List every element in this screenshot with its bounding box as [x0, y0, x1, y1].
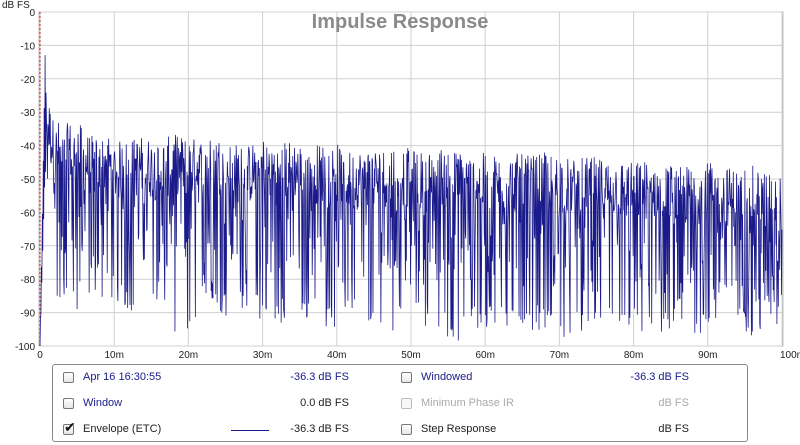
x-tick-label: 90m: [698, 350, 717, 361]
legend-line-swatch: [231, 430, 269, 431]
checkbox-apr16[interactable]: [63, 372, 74, 383]
y-tick-label: -40: [21, 142, 36, 153]
impulse-response-chart[interactable]: 0 10m 20m 30m 40m 50m 60m 70m 80m 90m 100m s 0 -10 -…: [0, 0, 800, 362]
x-tick-label: 40m: [327, 350, 346, 361]
legend-row: Apr 16 16:30:55 -36.3 dB FS Windowed -36…: [53, 368, 747, 390]
legend-value: -36.3 dB FS: [290, 371, 349, 383]
x-tick-label: 80m: [624, 350, 643, 361]
grid-lines: [39, 11, 783, 347]
legend-label: Minimum Phase IR: [421, 397, 514, 409]
y-tick-label: -100: [15, 342, 35, 353]
x-tick-label: 20m: [179, 350, 198, 361]
legend-panel: Apr 16 16:30:55 -36.3 dB FS Windowed -36…: [52, 364, 748, 442]
legend-label: Apr 16 16:30:55: [83, 371, 162, 383]
check-icon: ✔: [64, 419, 76, 435]
checkbox-minimum-phase-ir[interactable]: [401, 398, 412, 409]
chart-title: Impulse Response: [312, 11, 489, 33]
y-tick-label: -20: [21, 75, 36, 86]
envelope-etc-trace: [39, 55, 783, 347]
legend-label: Windowed: [421, 371, 473, 383]
legend-label: Envelope (ETC): [83, 423, 162, 435]
y-axis-label: dB FS: [2, 0, 30, 11]
y-tick-label: -10: [21, 41, 36, 52]
legend-row: Window 0.0 dB FS Minimum Phase IR dB FS: [53, 394, 747, 416]
legend-value: dB FS: [658, 397, 689, 409]
legend-value: -36.3 dB FS: [290, 423, 349, 435]
x-tick-label: 100m s: [780, 350, 800, 361]
y-tick-label: -50: [21, 175, 36, 186]
y-tick-label: -90: [21, 309, 36, 320]
legend-label: Step Response: [421, 423, 497, 435]
legend-value: dB FS: [658, 423, 689, 435]
legend-value: 0.0 dB FS: [300, 397, 349, 409]
x-tick-label: 30m: [253, 350, 272, 361]
legend-label: Window: [83, 397, 123, 409]
x-tick-label: 10m: [104, 350, 123, 361]
x-tick-label: 60m: [475, 350, 494, 361]
y-axis-ticks: 0 -10 -20 -30 -40 -50 -60 -70 -80 -90 -100: [15, 8, 35, 353]
y-tick-label: -80: [21, 275, 36, 286]
y-tick-label: -60: [21, 208, 36, 219]
checkbox-step-response[interactable]: [401, 424, 412, 435]
y-tick-label: -30: [21, 108, 36, 119]
legend-row: ✔ Envelope (ETC) -36.3 dB FS Step Respon…: [53, 420, 747, 442]
checkbox-window[interactable]: [63, 398, 74, 409]
checkbox-windowed[interactable]: [401, 372, 412, 383]
x-tick-label: 50m: [401, 350, 420, 361]
y-tick-label: 0: [29, 8, 35, 19]
x-tick-label: 0: [37, 350, 43, 361]
legend-value: -36.3 dB FS: [630, 371, 689, 383]
x-tick-label: 70m: [550, 350, 569, 361]
y-tick-label: -70: [21, 242, 36, 253]
checkbox-envelope-etc[interactable]: ✔: [63, 420, 76, 435]
x-axis-ticks: 0 10m 20m 30m 40m 50m 60m 70m 80m 90m 100m s: [37, 350, 800, 361]
